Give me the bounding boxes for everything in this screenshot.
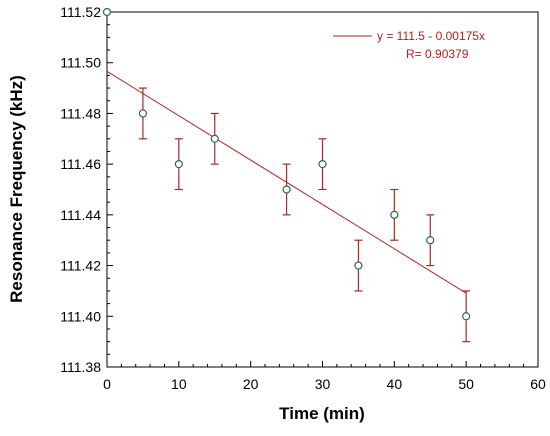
legend-equation: y = 111.5 - 0.00175x <box>377 29 485 43</box>
y-ticks: 111.38 111.40 111.42 111.44 111.46 111.48 111.… <box>60 4 113 375</box>
data-point <box>282 185 291 194</box>
x-tick-label: 10 <box>171 376 187 392</box>
y-tick-label: 111.52 <box>60 4 101 20</box>
data-point <box>174 160 183 169</box>
data-point <box>390 210 399 219</box>
data-point <box>138 109 148 118</box>
y-tick-label: 111.48 <box>60 105 101 121</box>
data-point <box>102 7 112 17</box>
data-markers <box>102 7 471 321</box>
data-point <box>318 160 327 169</box>
legend: y = 111.5 - 0.00175x R= 0.90379 <box>333 29 485 61</box>
x-tick-label: 40 <box>387 376 403 392</box>
data-point <box>354 261 363 270</box>
x-ticks: 0 10 20 30 40 50 60 <box>103 361 546 392</box>
y-tick-label: 111.40 <box>60 308 101 324</box>
y-tick-label: 111.50 <box>60 55 101 71</box>
x-tick-label: 60 <box>530 376 546 392</box>
y-tick-label: 111.38 <box>60 359 101 375</box>
y-tick-label: 111.44 <box>60 207 101 223</box>
legend-r-value: R= 0.90379 <box>406 47 469 61</box>
y-tick-label: 111.46 <box>60 156 101 172</box>
y-tick-label: 111.42 <box>60 258 101 274</box>
y-axis-title: Resonance Frequency (kHz) <box>7 75 26 303</box>
x-tick-label: 20 <box>243 376 259 392</box>
x-tick-label: 30 <box>315 376 331 392</box>
data-point <box>426 236 435 245</box>
x-axis-title: Time (min) <box>279 404 365 423</box>
data-point <box>462 312 471 321</box>
data-point <box>210 134 219 143</box>
error-bars <box>138 87 471 343</box>
x-tick-label: 0 <box>103 376 111 392</box>
x-tick-label: 50 <box>458 376 474 392</box>
